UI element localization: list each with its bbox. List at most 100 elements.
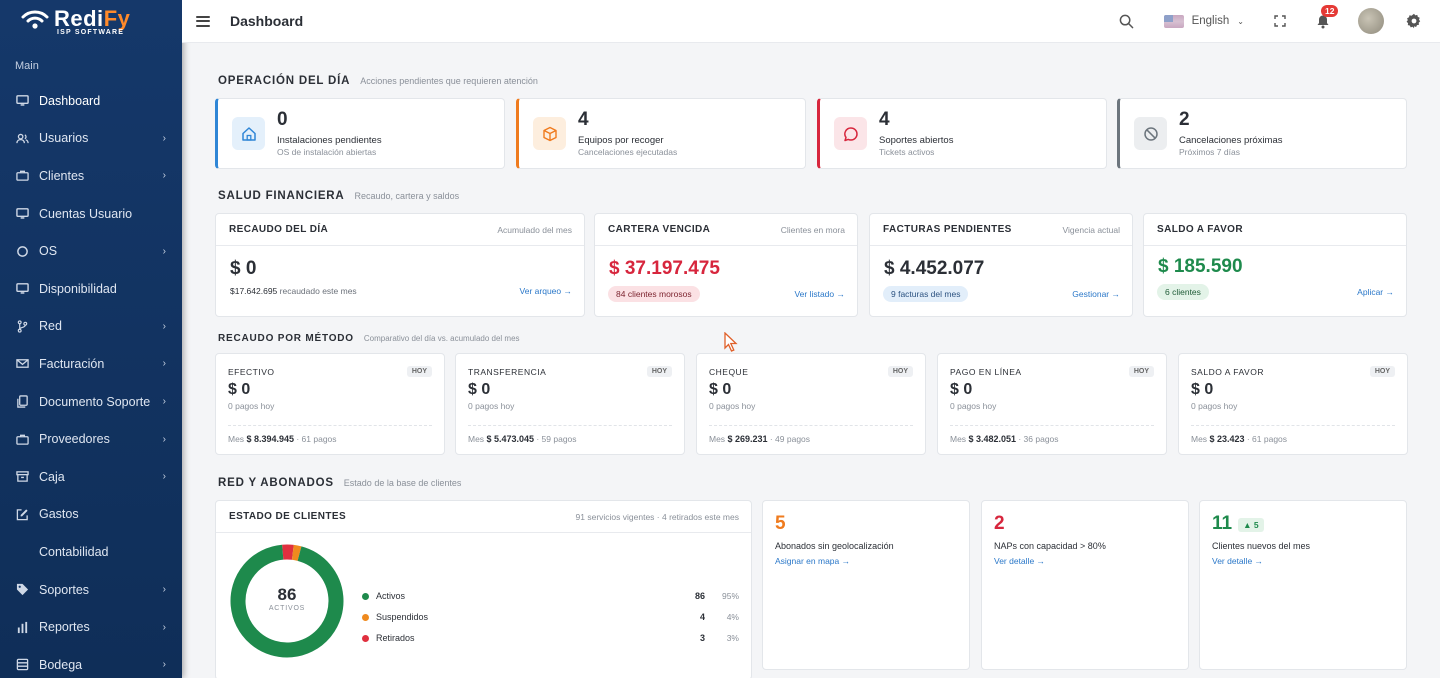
gear-icon[interactable] <box>1406 13 1422 29</box>
legend-dot <box>362 593 369 600</box>
sidebar-item-contabilidad[interactable]: Contabilidad <box>0 533 182 571</box>
section-header-operacion: OPERACIÓN DEL DÍA Acciones pendientes qu… <box>218 75 538 87</box>
card-tag: Vigencia actual <box>1063 225 1121 235</box>
sidebar-item-cuentas-usuario[interactable]: Cuentas Usuario <box>0 195 182 233</box>
chevron-right-icon: › <box>163 321 166 332</box>
fullscreen-icon[interactable] <box>1274 15 1286 27</box>
aplicar-link[interactable]: Aplicar → <box>1357 287 1394 297</box>
section-header-metodos: RECAUDO POR MÉTODO Comparativo del día v… <box>218 333 520 344</box>
sidebar-item-label: Usuarios <box>39 131 163 145</box>
operacion-value: 0 <box>277 110 382 129</box>
sidebar-item-reportes[interactable]: Reportes › <box>0 608 182 646</box>
ban-icon <box>1134 117 1167 150</box>
operacion-label: Instalaciones pendientes <box>277 135 382 146</box>
flag-icon <box>1164 15 1184 28</box>
mail-icon <box>15 357 29 371</box>
metodo-month-summary: Mes $ 3.482.051 · 36 pagos <box>950 434 1154 444</box>
kpi-link[interactable]: Ver detalle → <box>1212 556 1394 566</box>
chevron-right-icon: › <box>163 358 166 369</box>
sidebar-item-red[interactable]: Red › <box>0 308 182 346</box>
divider <box>709 425 913 426</box>
operacion-label: Cancelaciones próximas <box>1179 135 1283 146</box>
card-tag: Clientes en mora <box>781 225 845 235</box>
legend-dot <box>362 614 369 621</box>
sidebar-item-soportes[interactable]: Soportes › <box>0 571 182 609</box>
hoy-badge: HOY <box>1370 366 1395 377</box>
monitor-icon <box>15 207 29 221</box>
sidebar: RediFy ISP SOFTWARE Main Dashboard Usuari… <box>0 0 182 678</box>
section-subtitle: Comparativo del día vs. acumulado del me… <box>364 334 520 343</box>
sidebar-item-label: Facturación <box>39 357 163 371</box>
sidebar-item-dashboard[interactable]: Dashboard <box>0 82 182 120</box>
legend-item: Retirados 3 3% <box>362 633 739 643</box>
brand-logo[interactable]: RediFy ISP SOFTWARE <box>0 0 182 42</box>
mouse-cursor-icon <box>724 332 738 352</box>
sidebar-item-documento-soporte[interactable]: Documento Soporte › <box>0 383 182 421</box>
sidebar-item-usuarios[interactable]: Usuarios › <box>0 120 182 158</box>
sidebar-item-clientes[interactable]: Clientes › <box>0 157 182 195</box>
operacion-sublabel: Tickets activos <box>879 147 953 157</box>
sidebar-item-label: OS <box>39 244 163 258</box>
search-icon[interactable] <box>1119 14 1134 29</box>
sidebar-item-caja[interactable]: Caja › <box>0 458 182 496</box>
sidebar-section-label: Main <box>0 42 182 82</box>
divider <box>950 425 1154 426</box>
legend-label: Retirados <box>376 633 675 643</box>
metodo-card: CHEQUE HOY $ 00 pagos hoy Mes $ 269.231 · 4… <box>696 353 926 455</box>
kpi-value: 2 <box>994 513 1005 534</box>
recaudo-month-note: $17.642.695 recaudado este mes <box>230 286 357 296</box>
metodo-card: TRANSFERENCIA HOY $ 00 pagos hoy Mes $ 5.47… <box>455 353 685 455</box>
operacion-sublabel: Cancelaciones ejecutadas <box>578 147 677 157</box>
operacion-sublabel: Próximos 7 días <box>1179 147 1283 157</box>
monitor-icon <box>15 94 29 108</box>
tag-icon <box>15 583 29 597</box>
operacion-card[interactable]: 0 Instalaciones pendientes OS de instalaci… <box>215 98 505 169</box>
avatar[interactable] <box>1358 8 1384 34</box>
metodo-count: 0 pagos hoy <box>709 401 913 411</box>
sidebar-item-facturación[interactable]: Facturación › <box>0 345 182 383</box>
metodo-name: SALDO A FAVOR <box>1191 367 1264 377</box>
facturas-badge: 9 facturas del mes <box>883 286 968 302</box>
sidebar-item-label: Clientes <box>39 169 163 183</box>
operacion-card[interactable]: 4 Equipos por recoger Cancelaciones ejecut… <box>516 98 806 169</box>
estado-clientes-card: ESTADO DE CLIENTES 91 servicios vigentes … <box>215 500 752 678</box>
kpi-link[interactable]: Asignar en mapa → <box>775 556 957 566</box>
metodo-count: 0 pagos hoy <box>950 401 1154 411</box>
sidebar-nav: Dashboard Usuarios › Clientes › Cuentas Usuar… <box>0 82 182 678</box>
metodo-card: EFECTIVO HOY $ 00 pagos hoy Mes $ 8.394.945… <box>215 353 445 455</box>
metodo-count: 0 pagos hoy <box>468 401 672 411</box>
saldo-clientes-badge: 6 clientes <box>1157 284 1209 300</box>
card-title: RECAUDO DEL DÍA <box>229 224 328 235</box>
metodo-value: $ 0 <box>709 381 913 399</box>
sidebar-item-os[interactable]: OS › <box>0 232 182 270</box>
section-header-red: RED Y ABONADOS Estado de la base de clie… <box>218 477 461 489</box>
operacion-value: 4 <box>879 110 953 129</box>
notifications-button[interactable]: 12 <box>1316 14 1330 29</box>
sidebar-item-disponibilidad[interactable]: Disponibilidad <box>0 270 182 308</box>
bar-chart-icon <box>15 620 29 634</box>
divider <box>1191 425 1395 426</box>
ver-listado-link[interactable]: Ver listado → <box>794 289 845 299</box>
briefcase-icon <box>15 432 29 446</box>
operacion-card[interactable]: 2 Cancelaciones próximas Próximos 7 días <box>1117 98 1407 169</box>
operacion-card[interactable]: 4 Soportes abiertos Tickets activos <box>817 98 1107 169</box>
card-tag: 91 servicios vigentes · 4 retirados este… <box>576 512 739 522</box>
sidebar-item-label: Caja <box>39 470 163 484</box>
metodo-month-summary: Mes $ 8.394.945 · 61 pagos <box>228 434 432 444</box>
gestionar-link[interactable]: Gestionar → <box>1072 289 1120 299</box>
sidebar-item-label: Reportes <box>39 620 163 634</box>
ver-arqueo-link[interactable]: Ver arqueo → <box>520 286 572 296</box>
kpi-link[interactable]: Ver detalle → <box>994 556 1176 566</box>
legend-count: 86 <box>675 591 705 601</box>
sidebar-item-gastos[interactable]: Gastos <box>0 496 182 534</box>
card-title: SALDO A FAVOR <box>1157 224 1243 235</box>
card-title: FACTURAS PENDIENTES <box>883 224 1012 235</box>
edit-icon <box>15 507 29 521</box>
menu-toggle-icon[interactable] <box>196 16 210 27</box>
box-icon <box>533 117 566 150</box>
divider <box>468 425 672 426</box>
language-selector[interactable]: English ⌄ <box>1164 15 1244 28</box>
sidebar-item-bodega[interactable]: Bodega › <box>0 646 182 678</box>
sidebar-item-proveedores[interactable]: Proveedores › <box>0 420 182 458</box>
kpi-value: 11 <box>1212 513 1232 534</box>
